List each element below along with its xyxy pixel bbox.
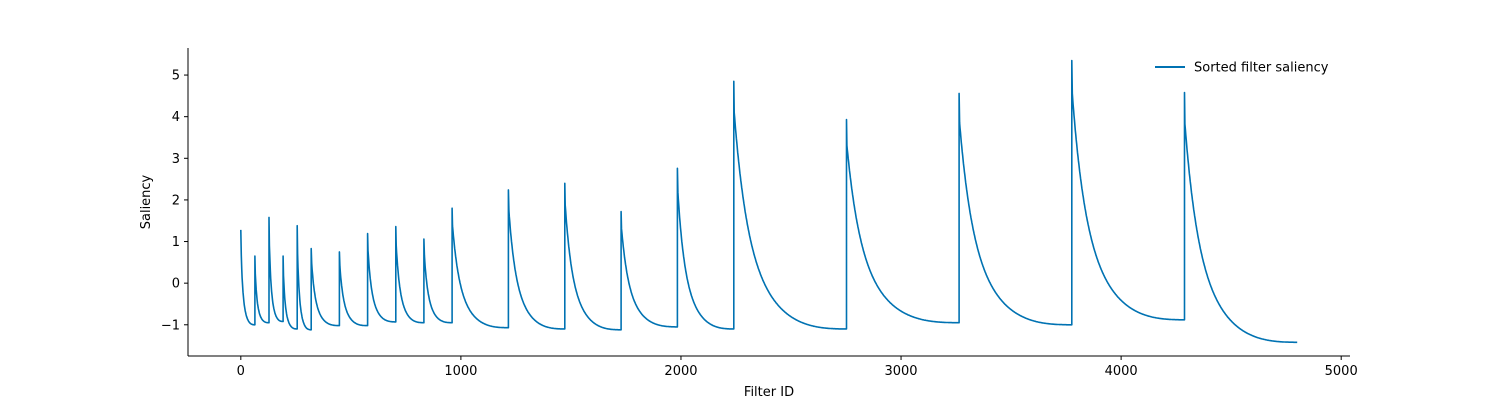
y-tick-label: −1: [161, 318, 180, 333]
x-tick-label: 2000: [664, 364, 697, 379]
ticks: 0 1000 2000 3000 4000 5000 −1 0 1 2 3 4 5: [161, 69, 1358, 379]
y-tick-label: 2: [172, 193, 180, 208]
y-tick-label: 0: [172, 277, 180, 292]
plot-area: [240, 59, 1298, 344]
x-tick-label: 3000: [884, 364, 917, 379]
x-tick-label: 5000: [1325, 364, 1358, 379]
x-tick-label: 0: [237, 364, 245, 379]
y-axis-label: Saliency: [139, 174, 154, 229]
legend-entry: Sorted filter saliency: [1194, 61, 1329, 76]
y-tick-label: 1: [172, 235, 180, 250]
x-tick-label: 1000: [444, 364, 477, 379]
y-tick-label: 3: [172, 152, 180, 167]
axes: [187, 48, 1350, 357]
legend: Sorted filter saliency: [1155, 61, 1329, 76]
x-tick-label: 4000: [1105, 364, 1138, 379]
x-axis-label: Filter ID: [744, 385, 794, 400]
y-tick-label: 5: [172, 69, 180, 84]
y-tick-label: 4: [172, 110, 180, 125]
series-line: [240, 59, 1298, 344]
